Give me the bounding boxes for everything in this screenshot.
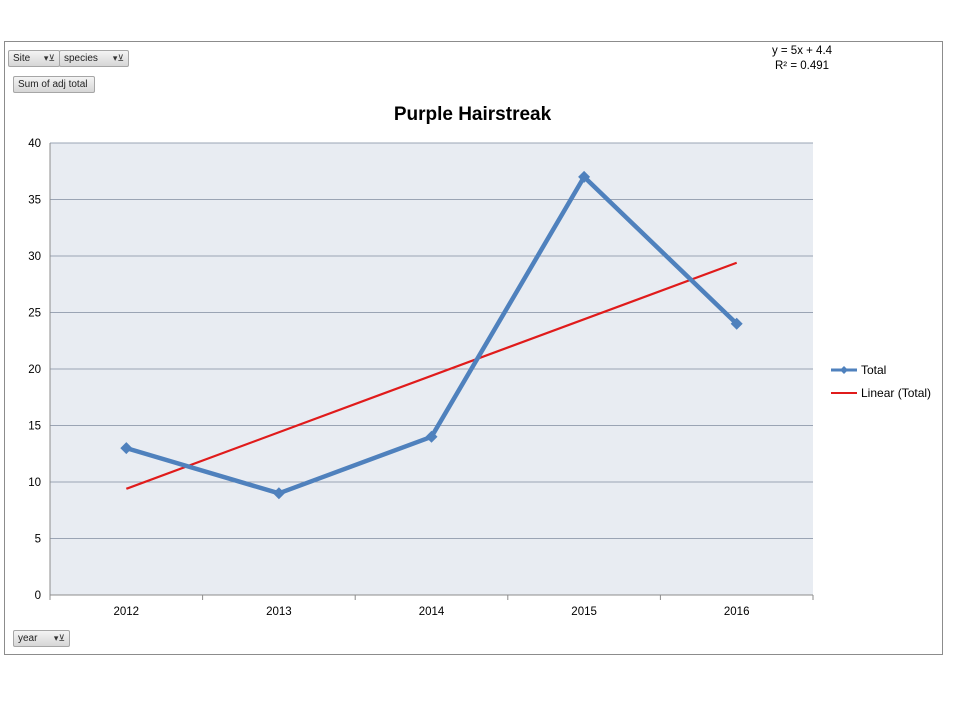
x-tick-label: 2014 bbox=[419, 606, 445, 618]
year-filter-label: year bbox=[18, 633, 38, 644]
species-filter-label: species bbox=[64, 53, 98, 64]
legend-swatch-total bbox=[831, 366, 857, 374]
trendline-equation: y = 5x + 4.4 R² = 0.491 bbox=[740, 44, 864, 74]
legend-label-linear: Linear (Total) bbox=[861, 386, 932, 400]
y-tick-label: 10 bbox=[28, 477, 41, 489]
legend-item-total: Total bbox=[830, 362, 886, 378]
trendline-equation-text: y = 5x + 4.4 bbox=[771, 45, 833, 57]
x-tick-label: 2012 bbox=[114, 606, 140, 618]
x-tick-label: 2013 bbox=[266, 606, 292, 618]
data-point-marker bbox=[425, 430, 438, 443]
data-point-marker bbox=[120, 442, 133, 455]
year-filter-button[interactable]: year ▾⊻ bbox=[13, 630, 70, 647]
species-filter-button[interactable]: species ▾⊻ bbox=[59, 50, 129, 67]
value-field-label: Sum of adj total bbox=[18, 79, 88, 90]
trendline-r-squared: R² = 0.491 bbox=[774, 60, 830, 72]
filter-dropdown-icon: ▾⊻ bbox=[53, 633, 65, 643]
x-tick-label: 2016 bbox=[724, 606, 750, 618]
y-tick-label: 15 bbox=[28, 421, 41, 433]
y-tick-label: 30 bbox=[28, 251, 41, 263]
data-point-marker bbox=[272, 487, 285, 500]
y-tick-label: 20 bbox=[28, 364, 41, 376]
y-tick-label: 40 bbox=[28, 138, 41, 150]
data-point-marker bbox=[730, 317, 743, 330]
filter-dropdown-icon: ▾⊻ bbox=[112, 53, 124, 63]
y-tick-label: 35 bbox=[28, 195, 41, 207]
y-tick-label: 5 bbox=[35, 534, 41, 546]
y-tick-label: 25 bbox=[28, 308, 41, 320]
y-tick-label: 0 bbox=[35, 590, 41, 602]
trendline-linear-total bbox=[125, 261, 738, 490]
legend-item-linear: Linear (Total) bbox=[830, 385, 931, 401]
x-tick-label: 2015 bbox=[571, 606, 597, 618]
site-filter-button[interactable]: Site ▾⊻ bbox=[8, 50, 60, 67]
filter-dropdown-icon: ▾⊻ bbox=[43, 53, 55, 63]
chart-title: Purple Hairstreak bbox=[393, 104, 552, 125]
legend-swatch-linear bbox=[831, 392, 857, 394]
value-field-button[interactable]: Sum of adj total bbox=[13, 76, 95, 93]
data-point-marker bbox=[578, 170, 591, 183]
legend-label-total: Total bbox=[861, 363, 887, 377]
site-filter-label: Site bbox=[13, 53, 31, 64]
